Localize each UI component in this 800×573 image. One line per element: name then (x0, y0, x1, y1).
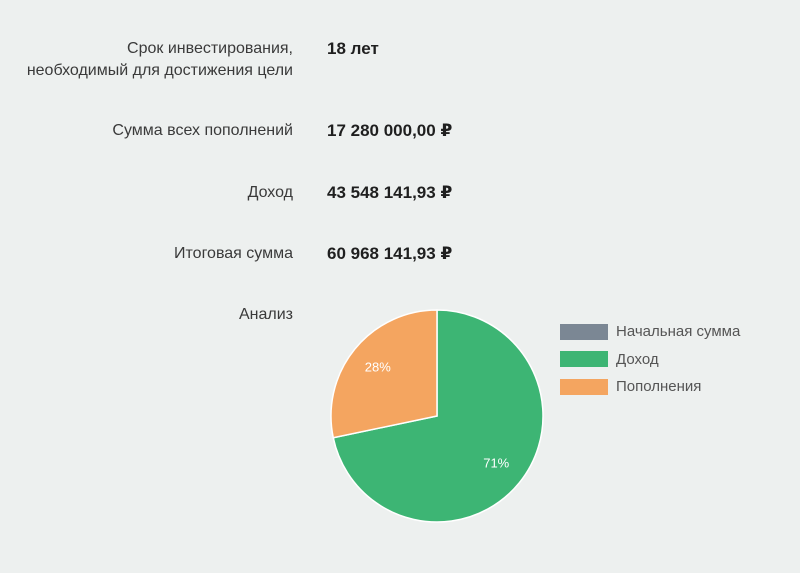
term-label-line1: Срок инвестирования, (127, 40, 293, 57)
legend-label-2: Пополнения (616, 378, 702, 396)
analysis-label: Анализ (238, 306, 293, 323)
income-label: Доход (247, 184, 293, 201)
legend-item-1: Доход (560, 346, 740, 374)
legend-swatch-1 (560, 351, 608, 368)
total-value: 60 968 141,93 ₽ (327, 244, 453, 263)
legend-item-0: Начальная сумма (560, 318, 740, 346)
contributions-value: 17 280 000,00 ₽ (327, 121, 453, 140)
legend-item-2: Пополнения (560, 373, 740, 401)
pie-slice-2 (330, 309, 438, 439)
pie-chart: 0%71%28% (330, 309, 544, 523)
contributions-label: Сумма всех пополнений (112, 122, 293, 139)
term-value: 18 лет (327, 39, 379, 58)
term-label: Срок инвестирования, необходимый для дос… (0, 38, 293, 82)
legend-swatch-2 (560, 378, 608, 395)
pie-label-2: 28% (365, 359, 391, 374)
income-value: 43 548 141,93 ₽ (327, 183, 453, 202)
chart-legend: Начальная сумма Доход Пополнения (560, 318, 740, 401)
pie-label-1: 71% (483, 456, 509, 471)
term-label-line2: необходимый для достижения цели (26, 62, 293, 79)
legend-label-0: Начальная сумма (616, 323, 741, 341)
legend-label-1: Доход (616, 350, 659, 368)
total-label: Итоговая сумма (174, 245, 293, 262)
legend-swatch-0 (560, 323, 608, 340)
pie-slice-1 (332, 309, 544, 523)
